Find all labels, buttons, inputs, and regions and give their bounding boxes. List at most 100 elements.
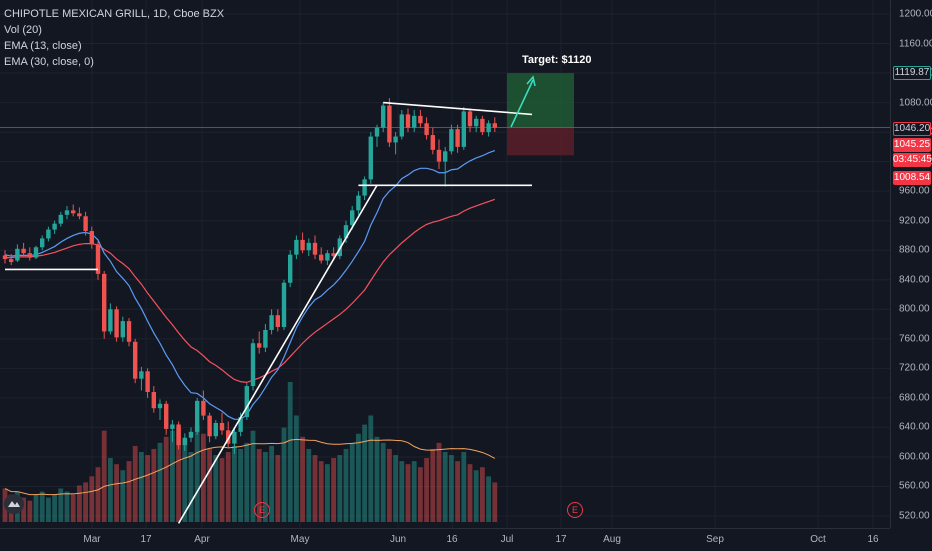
candle-body — [250, 343, 256, 387]
candle-body — [424, 123, 429, 136]
last-price-badge: 1046.20 — [893, 122, 931, 136]
volume-bar — [281, 427, 287, 522]
target-arrow-head — [526, 75, 536, 87]
candle-body — [387, 105, 392, 143]
candle-body — [201, 400, 206, 416]
price-badge: 1045.25 — [893, 138, 931, 152]
candle-body — [15, 248, 20, 261]
volume-bar — [399, 461, 405, 522]
rising-trendline — [177, 184, 378, 524]
price-tick-label: 1160.00 — [899, 38, 932, 50]
candle-body — [219, 422, 225, 431]
volume-bar — [126, 461, 132, 522]
candle-body — [164, 403, 169, 429]
candle-body — [436, 149, 442, 162]
price-tick-label: 720.00 — [899, 362, 930, 374]
earnings-event-marker[interactable]: E — [567, 502, 583, 518]
candle-body — [300, 239, 305, 251]
target-annotation[interactable]: Target: $1120 — [522, 54, 592, 66]
candle-body — [9, 259, 14, 263]
candle-body — [449, 129, 454, 152]
ema13-line — [4, 150, 496, 420]
price-axis[interactable]: 1200.001160.001120.001080.001040.001000.… — [890, 0, 932, 528]
time-tick-label: 16 — [446, 534, 458, 545]
volume-bar — [312, 455, 318, 522]
ema30-indicator-label[interactable]: EMA (30, close, 0) — [4, 56, 94, 68]
candle-body — [331, 253, 336, 257]
price-chart[interactable] — [0, 0, 890, 528]
candle-body — [120, 321, 125, 338]
symbol-title[interactable]: CHIPOTLE MEXICAN GRILL, 1D, Cboe BZX — [4, 8, 225, 20]
earnings-event-marker[interactable]: E — [254, 502, 270, 518]
price-tick-label: 640.00 — [899, 421, 930, 433]
candle-body — [281, 282, 287, 328]
volume-bar — [139, 452, 144, 522]
candle-body — [480, 118, 485, 133]
volume-bar — [380, 442, 386, 522]
ema13-indicator-label[interactable]: EMA (13, close) — [4, 40, 82, 52]
volume-bar — [232, 445, 237, 522]
volume-bar — [300, 436, 305, 522]
volume-bar — [306, 448, 312, 522]
candle-body — [257, 343, 262, 348]
candle-body — [306, 242, 311, 251]
volume-bar — [145, 455, 150, 522]
candle-body — [182, 437, 187, 446]
volume-bar — [411, 461, 417, 522]
volume-bar — [461, 452, 467, 522]
volume-bar — [318, 461, 324, 522]
price-tick-label: 680.00 — [899, 392, 930, 404]
candle-body — [474, 118, 479, 127]
volume-bar — [83, 482, 88, 522]
ema30-line — [5, 198, 496, 383]
candle-body — [133, 341, 138, 379]
candle-body — [232, 431, 237, 444]
time-tick-label: Jun — [389, 534, 407, 545]
volume-bar — [151, 448, 157, 522]
volume-bar — [21, 497, 26, 522]
candle-body — [52, 223, 57, 230]
volume-bar — [331, 458, 336, 522]
volume-bar — [46, 497, 51, 522]
candle-body — [83, 216, 88, 232]
chart-legend: CHIPOTLE MEXICAN GRILL, 1D, Cboe BZX Vol… — [4, 6, 224, 70]
candle-body — [294, 239, 299, 255]
candle-body — [95, 244, 101, 274]
price-tick-label: 520.00 — [899, 510, 930, 522]
volume-bar — [374, 436, 380, 522]
volume-indicator-label[interactable]: Vol (20) — [4, 24, 42, 36]
time-tick-label: Oct — [810, 534, 826, 545]
volume-bar — [194, 424, 200, 522]
target-zone — [507, 73, 574, 128]
volume-bar — [442, 452, 448, 522]
candle-body — [343, 225, 349, 239]
candle-body — [238, 417, 243, 432]
tradingview-logo-icon[interactable] — [4, 494, 24, 514]
price-tick-label: 1200.00 — [899, 8, 932, 20]
volume-bar — [287, 382, 293, 522]
volume-bar — [70, 494, 76, 522]
candle-body — [157, 403, 163, 409]
volume-bar — [393, 455, 398, 522]
volume-bar — [132, 445, 138, 522]
price-tick-label: 920.00 — [899, 215, 930, 227]
candle-body — [213, 422, 218, 437]
price-tick-label: 600.00 — [899, 451, 930, 463]
candle-body — [77, 213, 82, 217]
candle-body — [319, 254, 324, 261]
volume-bar — [101, 430, 107, 522]
candle-body — [467, 111, 473, 127]
volume-bar — [225, 452, 231, 522]
time-tick-label: Mar — [83, 534, 101, 545]
time-axis[interactable]: Mar 17 Apr May Jun 16 Jul 17 Aug Sep Oct 16 — [0, 528, 890, 551]
volume-bar — [467, 464, 473, 522]
volume-bar — [89, 476, 95, 522]
candle-body — [263, 329, 268, 348]
volume-bar — [294, 415, 299, 522]
time-tick-label: Jul — [500, 534, 514, 545]
target-arrow — [510, 79, 534, 128]
volume-bar — [201, 433, 206, 522]
volume-bar — [27, 500, 33, 522]
volume-bar — [275, 455, 281, 522]
